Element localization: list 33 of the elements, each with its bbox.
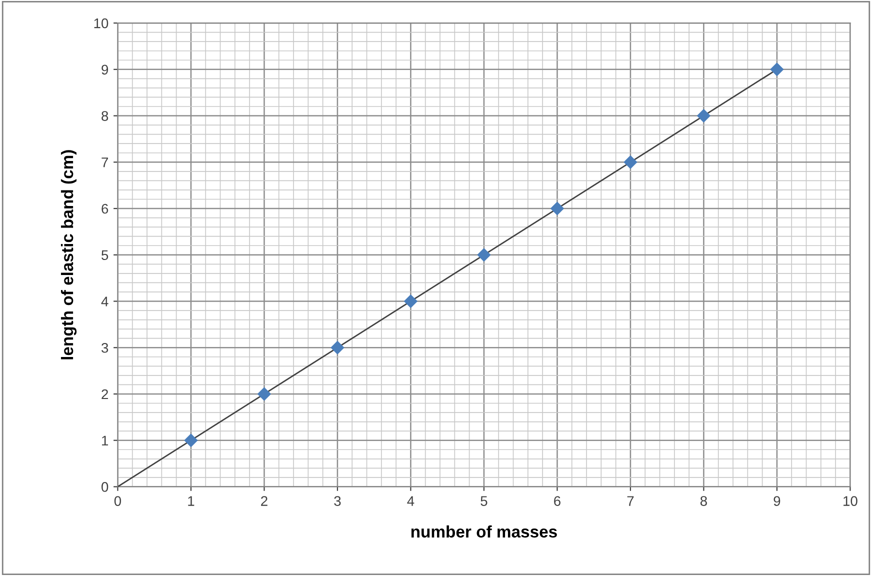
x-tick-label: 3: [334, 496, 341, 506]
x-tick-label: 7: [627, 496, 634, 506]
point: [330, 341, 344, 354]
point: [770, 62, 784, 76]
y-tick-label: 9: [102, 64, 108, 75]
y-tick-label: 5: [102, 250, 108, 260]
x-tick-label: 1: [188, 496, 194, 506]
y-tick-label: 1: [102, 436, 108, 446]
x-axis-title: number of masses: [411, 525, 557, 538]
point: [624, 156, 638, 169]
x-tick-label: 4: [407, 496, 414, 506]
point: [184, 434, 198, 447]
y-tick-label: 0: [102, 482, 108, 492]
point: [550, 202, 564, 216]
y-axis-title: length of elastic band (cm): [60, 150, 77, 360]
y-tick-label: 4: [101, 296, 108, 306]
y-tick-label: 7: [102, 158, 108, 168]
x-tick-label: 9: [774, 496, 780, 506]
y-tick-label: 10: [94, 18, 108, 28]
point: [477, 248, 491, 262]
x-tick-label: 0: [114, 496, 122, 506]
point: [404, 294, 418, 308]
x-tick-label: 6: [554, 496, 560, 506]
x-tick-label: 2: [261, 496, 268, 506]
y-tick-label: 2: [102, 389, 108, 400]
x-tick-label: 8: [700, 496, 707, 506]
y-tick-label: 8: [102, 111, 108, 121]
y-tick-label: 6: [102, 204, 108, 214]
point: [258, 387, 271, 401]
point: [697, 109, 710, 122]
y-tick-label: 3: [102, 342, 108, 353]
x-tick-label: 10: [844, 496, 858, 506]
x-tick-label: 5: [480, 496, 488, 506]
